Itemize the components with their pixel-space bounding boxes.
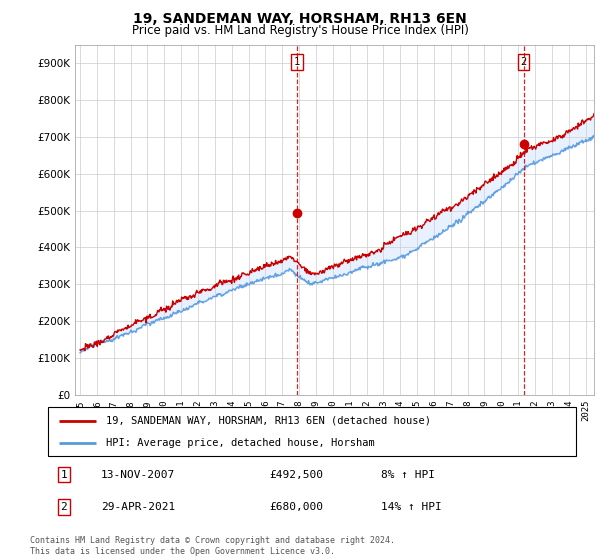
Text: 8% ↑ HPI: 8% ↑ HPI: [380, 470, 434, 479]
Text: 1: 1: [294, 57, 300, 67]
Text: Contains HM Land Registry data © Crown copyright and database right 2024.
This d: Contains HM Land Registry data © Crown c…: [30, 536, 395, 556]
Text: Price paid vs. HM Land Registry's House Price Index (HPI): Price paid vs. HM Land Registry's House …: [131, 24, 469, 36]
Text: 2: 2: [61, 502, 67, 512]
Text: 2: 2: [521, 57, 527, 67]
Text: 19, SANDEMAN WAY, HORSHAM, RH13 6EN: 19, SANDEMAN WAY, HORSHAM, RH13 6EN: [133, 12, 467, 26]
Text: £680,000: £680,000: [270, 502, 324, 512]
Text: 13-NOV-2007: 13-NOV-2007: [101, 470, 175, 479]
Text: 29-APR-2021: 29-APR-2021: [101, 502, 175, 512]
Text: 14% ↑ HPI: 14% ↑ HPI: [380, 502, 442, 512]
Text: £492,500: £492,500: [270, 470, 324, 479]
Text: 1: 1: [61, 470, 67, 479]
Text: HPI: Average price, detached house, Horsham: HPI: Average price, detached house, Hors…: [106, 437, 375, 447]
Text: 19, SANDEMAN WAY, HORSHAM, RH13 6EN (detached house): 19, SANDEMAN WAY, HORSHAM, RH13 6EN (det…: [106, 416, 431, 426]
